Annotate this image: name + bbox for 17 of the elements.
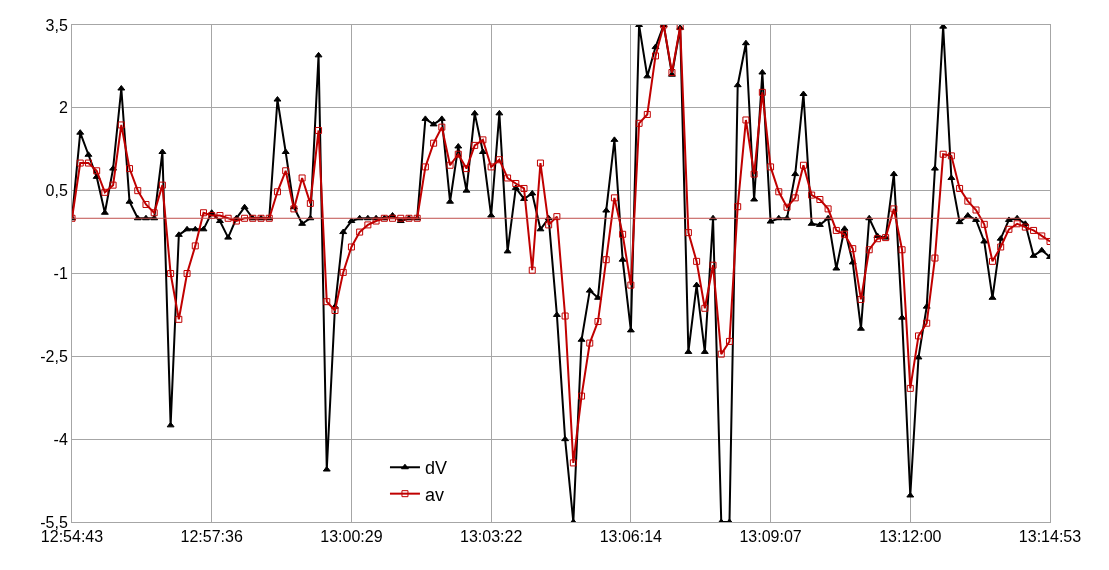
x-tick-label: 13:12:00 xyxy=(879,528,942,546)
x-tick-label: 13:09:07 xyxy=(739,528,802,546)
legend-label: dV xyxy=(424,458,447,479)
y-tick-label: 0,5 xyxy=(45,182,68,200)
y-tick-label: -5,5 xyxy=(40,513,68,531)
y-tick-label: -1 xyxy=(53,265,68,283)
legend-label: av xyxy=(424,484,444,505)
y-tick-label: -4 xyxy=(53,430,68,448)
x-tick-label: 12:57:36 xyxy=(180,528,243,546)
y-tick-label: 3,5 xyxy=(45,16,68,34)
x-tick-label: 13:00:29 xyxy=(320,528,383,546)
x-tick-label: 13:06:14 xyxy=(599,528,663,546)
x-tick-label: 13:03:22 xyxy=(460,528,523,546)
x-tick-label: 13:14:53 xyxy=(1018,528,1082,546)
y-tick-label: -2,5 xyxy=(40,347,68,365)
y-tick-label: 2 xyxy=(58,99,68,117)
x-tick-label: 12:54:43 xyxy=(40,528,104,546)
